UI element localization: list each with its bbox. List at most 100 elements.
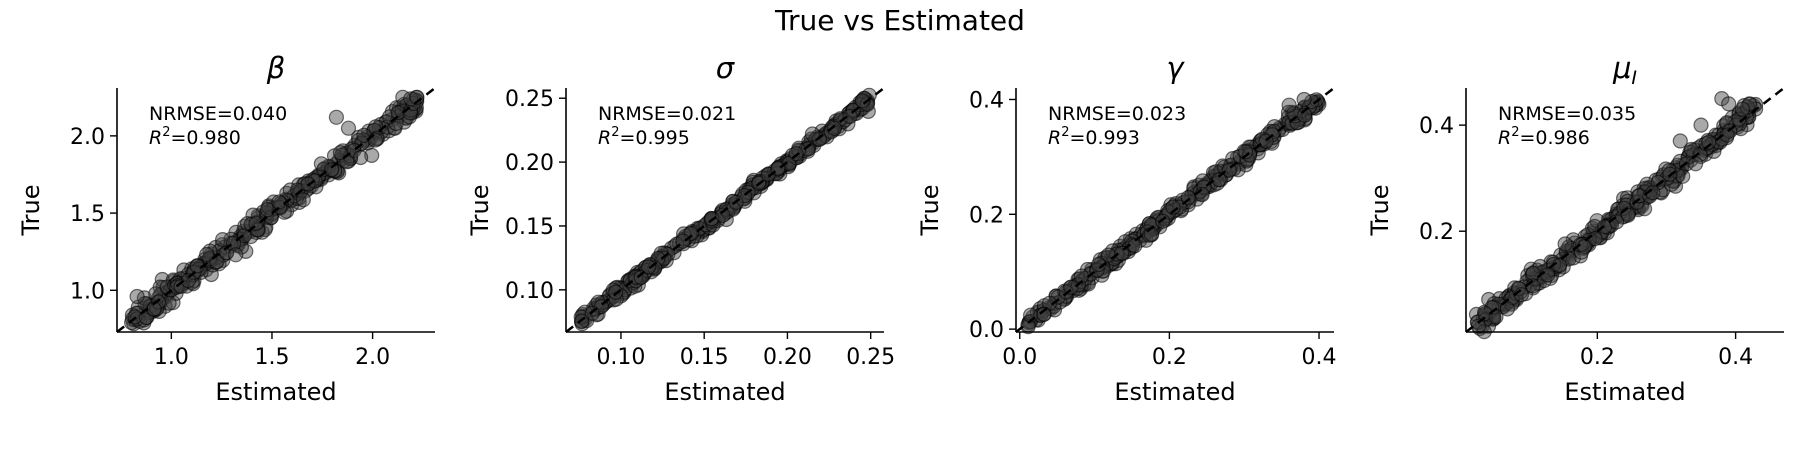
data-point [1063, 279, 1079, 295]
x-tick-label: 0.4 [1302, 345, 1337, 370]
data-point [245, 207, 261, 223]
r2-value: =0.995 [619, 127, 689, 149]
data-point [403, 91, 419, 107]
data-point [804, 126, 821, 142]
r2-superscript: 2 [611, 125, 619, 140]
panel-4: 0.2 0.4 0.2 0.4 μI Estimated True NRMSE=0.035R2… [1366, 51, 1785, 406]
identity-line [116, 87, 436, 333]
x-tick-label: 0.15 [680, 345, 729, 370]
y-axis-label: True [466, 185, 494, 237]
data-point [640, 259, 657, 275]
y-tick-label: 0.10 [505, 279, 554, 304]
data-point [1551, 258, 1568, 274]
data-point [1470, 318, 1487, 334]
data-point [1687, 156, 1704, 172]
panel-title: σ [716, 51, 736, 85]
panel-2: 0.10 0.15 0.20 0.25 0.10 0.15 0.20 0.25 σ Estimat… [466, 51, 895, 406]
data-point [271, 194, 287, 210]
r2-value: =0.993 [1069, 127, 1139, 149]
data-point [236, 227, 252, 244]
panel-title: γ [1166, 51, 1185, 85]
data-point [180, 273, 196, 289]
panel-title-subscript: I [1631, 67, 1637, 89]
data-point [367, 132, 383, 148]
r2-annotation: R2=0.980 [149, 125, 241, 149]
r2-annotation: R2=0.993 [1048, 125, 1140, 149]
data-point [703, 211, 720, 227]
data-point [332, 145, 348, 161]
x-axis-label: Estimated [664, 378, 785, 406]
y-axis-label: True [916, 185, 944, 237]
data-point [854, 93, 871, 109]
data-point [1154, 213, 1171, 229]
y-tick-label: 0.20 [505, 151, 554, 176]
data-point [1719, 115, 1735, 131]
data-point [1693, 117, 1709, 133]
r2-value: =0.980 [170, 127, 240, 149]
x-tick-label: 0.4 [1718, 345, 1753, 370]
data-point [608, 284, 624, 300]
r2-value: =0.986 [1519, 127, 1589, 149]
x-tick-label: 0.20 [763, 345, 812, 370]
r2-symbol: R [1048, 127, 1061, 149]
y-tick-label: 0.4 [969, 88, 1004, 113]
data-point [129, 288, 145, 305]
x-tick-label: 0.10 [596, 345, 645, 370]
data-point [1557, 236, 1573, 252]
data-point [1036, 306, 1052, 322]
y-tick-label: 0.4 [1419, 114, 1454, 139]
data-point [1719, 127, 1735, 143]
data-point [360, 135, 376, 151]
data-point [1499, 301, 1516, 317]
panel-1: 1.0 1.5 2.0 1.0 1.5 2.0 β Estimated True NRMSE=0.… [17, 51, 436, 406]
y-tick-label: 0.15 [505, 215, 554, 240]
data-point [390, 104, 406, 121]
data-point [1576, 239, 1593, 255]
data-point [826, 120, 843, 136]
r2-superscript: 2 [1511, 125, 1519, 140]
data-point [136, 312, 152, 328]
data-point [1058, 288, 1074, 304]
figure-title: True vs Estimated [775, 4, 1025, 37]
y-tick-label: 1.0 [70, 279, 105, 304]
r2-superscript: 2 [162, 125, 170, 140]
nrmse-annotation: NRMSE=0.040 [149, 103, 287, 125]
scatter-points [1020, 91, 1327, 335]
r2-annotation: R2=0.986 [1498, 125, 1590, 149]
y-tick-label: 0.2 [1419, 220, 1454, 245]
data-point [1281, 97, 1297, 113]
x-tick-label: 0.2 [1580, 345, 1615, 370]
data-point [1180, 194, 1196, 210]
x-axis-label: Estimated [215, 378, 336, 406]
nrmse-annotation: NRMSE=0.035 [1498, 103, 1636, 125]
nrmse-annotation: NRMSE=0.023 [1048, 103, 1186, 125]
identity-line [1465, 87, 1785, 333]
data-point [788, 146, 804, 162]
panel-3: 0.0 0.2 0.4 0.0 0.2 0.4 γ Estimated True NRMSE=0.… [916, 51, 1337, 406]
identity-line [565, 87, 885, 333]
data-point [353, 149, 369, 166]
data-point [1721, 96, 1737, 112]
data-point [328, 109, 344, 125]
y-tick-label: 0.25 [505, 87, 554, 112]
x-tick-label: 0.25 [846, 345, 895, 370]
x-tick-label: 1.0 [154, 345, 189, 370]
x-axis-label: Estimated [1564, 378, 1685, 406]
nrmse-annotation: NRMSE=0.021 [598, 103, 736, 125]
data-point [295, 192, 311, 208]
panel-title: μI [1612, 51, 1637, 89]
data-point [1639, 176, 1655, 192]
data-point [1050, 289, 1066, 305]
identity-line [1015, 87, 1335, 333]
data-point [715, 207, 731, 223]
r2-symbol: R [1498, 127, 1511, 149]
data-point [199, 246, 215, 263]
data-point [1211, 172, 1227, 188]
data-point [1539, 267, 1556, 283]
y-axis-label: True [17, 185, 45, 237]
data-point [228, 247, 244, 263]
r2-annotation: R2=0.995 [598, 125, 690, 149]
data-point [1701, 134, 1717, 150]
